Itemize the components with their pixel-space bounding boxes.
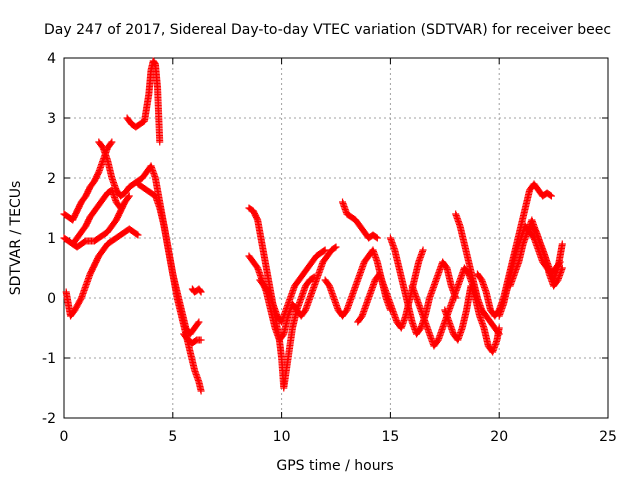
y-tick-label: 3 [47,111,56,127]
x-tick-label: 10 [273,429,291,445]
data-point [196,287,204,295]
data-point [197,387,205,395]
y-tick-label: 4 [47,51,56,67]
x-tick-label: 5 [168,429,177,445]
data-point [495,330,503,338]
data-track [60,138,116,224]
data-track [180,330,205,347]
data-track [528,222,566,284]
data-track [256,246,329,326]
data-track [69,192,133,251]
data-track [147,162,203,338]
data-point [133,230,141,238]
data-point [107,139,115,147]
x-tick-label: 25 [599,429,617,445]
data-series [60,57,566,395]
data-point [134,231,142,239]
data-track [452,210,503,338]
x-tick-label: 20 [490,429,508,445]
data-track [441,282,503,356]
y-tick-label: 2 [47,171,56,187]
data-point [194,319,202,327]
data-track [245,243,340,344]
data-point [546,191,554,199]
y-tick-label: 1 [47,231,56,247]
data-point [558,240,566,248]
y-axis-label: SDTVAR / TECUs [8,181,24,296]
x-tick-label: 0 [60,429,69,445]
x-axis-label: GPS time / hours [276,458,393,474]
x-tick-label: 15 [381,429,399,445]
data-point [547,192,555,200]
data-point [494,329,502,337]
axis-ticks: 0 5 10 15 20 25 -2 -1 0 1 2 3 4 [42,51,617,445]
data-point [125,192,133,200]
data-point [108,138,116,146]
data-point [332,243,340,251]
data-point [320,247,328,255]
data-point [124,193,132,201]
chart-title: Day 247 of 2017, Sidereal Day-to-day VTE… [44,22,611,38]
y-tick-label: 0 [47,291,56,307]
data-point [195,318,203,326]
y-tick-label: -2 [42,411,56,427]
data-track [60,186,125,248]
data-point [321,246,329,254]
data-point [419,246,427,254]
data-point [197,288,205,296]
data-track [188,285,205,296]
data-point [331,244,339,252]
data-track [339,198,381,242]
data-track [123,57,164,146]
data-track [62,225,142,320]
data-point [373,234,381,242]
y-tick-label: -1 [42,351,56,367]
data-point [197,336,205,344]
data-point [156,138,164,146]
data-point [372,233,380,241]
